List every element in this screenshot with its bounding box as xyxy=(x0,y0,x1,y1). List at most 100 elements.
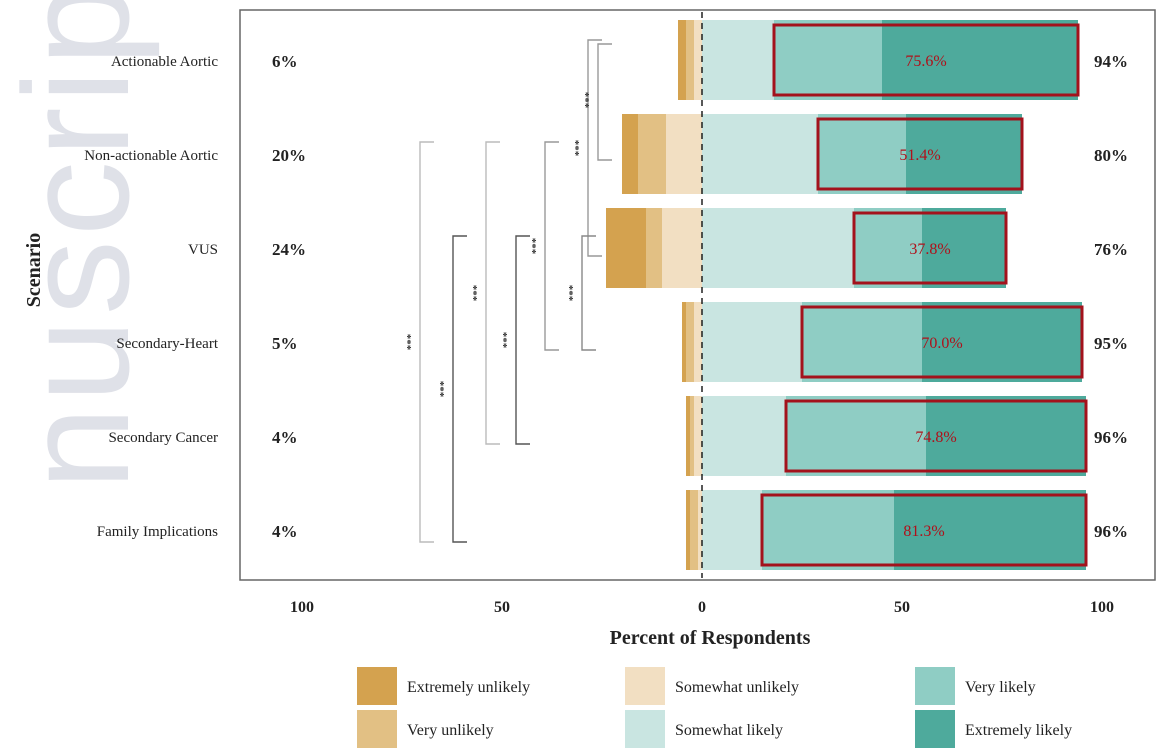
bar-extremely-unlikely-secondary-cancer xyxy=(686,396,690,476)
unlikely-total-secondary-heart: 5% xyxy=(272,334,298,353)
bar-very-likely-secondary-heart xyxy=(802,302,922,382)
bar-somewhat-likely-vus xyxy=(702,208,854,288)
bar-somewhat-likely-secondary-cancer xyxy=(702,396,786,476)
significance-bracket xyxy=(597,43,612,161)
likely-total-vus: 76% xyxy=(1094,240,1128,259)
highlight-box-secondary-heart xyxy=(800,305,1084,379)
x-tick-label: 100 xyxy=(1090,599,1114,616)
bar-very-unlikely-actionable-aortic xyxy=(686,20,694,100)
bar-extremely-unlikely-actionable-aortic xyxy=(678,20,686,100)
bar-somewhat-unlikely-non-actionable-aortic xyxy=(666,114,702,194)
category-label-non-actionable-aortic: Non-actionable Aortic xyxy=(84,148,218,164)
bar-extremely-likely-non-actionable-aortic xyxy=(906,114,1022,194)
bar-very-likely-vus xyxy=(854,208,922,288)
bar-extremely-likely-secondary-heart xyxy=(922,302,1082,382)
bar-very-likely-secondary-cancer xyxy=(786,396,926,476)
likely-total-secondary-cancer: 96% xyxy=(1094,428,1128,447)
significance-bracket xyxy=(485,141,500,445)
y-axis-title: Scenario xyxy=(23,233,45,307)
likely-total-secondary-heart: 95% xyxy=(1094,334,1128,353)
bar-extremely-likely-family-implications xyxy=(894,490,1086,570)
legend-label-very-unlikely: Very unlikely xyxy=(407,722,494,739)
bar-somewhat-likely-family-implications xyxy=(702,490,762,570)
bar-somewhat-unlikely-vus xyxy=(662,208,702,288)
x-axis-title: Percent of Respondents xyxy=(610,627,811,649)
bar-extremely-unlikely-secondary-heart xyxy=(682,302,686,382)
highlight-label-actionable-aortic: 75.6% xyxy=(905,53,946,70)
significance-label: *** xyxy=(567,284,579,301)
bar-extremely-likely-vus xyxy=(922,208,1006,288)
category-label-vus: VUS xyxy=(188,242,218,258)
x-tick-label: 100 xyxy=(290,599,314,616)
bar-very-likely-family-implications xyxy=(762,490,894,570)
bar-somewhat-likely-secondary-heart xyxy=(702,302,802,382)
unlikely-total-vus: 24% xyxy=(272,240,306,259)
highlight-box-actionable-aortic xyxy=(772,23,1080,97)
bar-somewhat-likely-actionable-aortic xyxy=(702,20,774,100)
significance-bracket xyxy=(587,39,602,257)
legend-swatch-very-likely xyxy=(915,667,955,705)
bar-somewhat-unlikely-actionable-aortic xyxy=(694,20,702,100)
significance-bracket xyxy=(452,235,467,543)
bar-extremely-likely-actionable-aortic xyxy=(882,20,1078,100)
highlight-box-secondary-cancer xyxy=(784,399,1088,473)
legend: Extremely unlikely Very unlikely Somewhat … xyxy=(357,667,1072,748)
category-label-secondary-heart: Secondary-Heart xyxy=(116,336,218,352)
bar-very-likely-actionable-aortic xyxy=(774,20,882,100)
highlight-label-non-actionable-aortic: 51.4% xyxy=(899,147,940,164)
significance-bracket xyxy=(544,141,559,351)
bar-very-unlikely-non-actionable-aortic xyxy=(638,114,666,194)
legend-swatch-extremely-unlikely xyxy=(357,667,397,705)
significance-label: *** xyxy=(471,284,483,301)
legend-label-extremely-likely: Extremely likely xyxy=(965,722,1072,739)
significance-bracket xyxy=(419,141,434,543)
highlight-box-family-implications xyxy=(760,493,1088,567)
unlikely-total-non-actionable-aortic: 20% xyxy=(272,146,306,165)
plot-frame xyxy=(239,9,1156,581)
bar-very-unlikely-family-implications xyxy=(690,490,698,570)
category-label-family-implications: Family Implications xyxy=(97,524,218,540)
significance-label: *** xyxy=(573,139,585,156)
legend-swatch-extremely-likely xyxy=(915,710,955,748)
significance-label: *** xyxy=(501,331,513,348)
significance-layer: *** *** *** *** *** *** *** *** xyxy=(405,39,612,543)
category-label-actionable-aortic: Actionable Aortic xyxy=(111,54,218,70)
bar-somewhat-unlikely-family-implications xyxy=(698,490,702,570)
bar-very-unlikely-secondary-cancer xyxy=(690,396,694,476)
highlight-label-vus: 37.8% xyxy=(909,241,950,258)
legend-label-somewhat-unlikely: Somewhat unlikely xyxy=(675,679,799,696)
likely-totals: 94% 80% 76% 95% 96% 96% xyxy=(1094,52,1128,541)
highlight-box-vus xyxy=(852,211,1008,285)
x-tick-label: 50 xyxy=(894,599,910,616)
legend-label-very-likely: Very likely xyxy=(965,679,1036,696)
highlight-label-secondary-cancer: 74.8% xyxy=(915,429,956,446)
legend-label-extremely-unlikely: Extremely unlikely xyxy=(407,679,530,696)
highlight-box-non-actionable-aortic xyxy=(816,117,1024,191)
bar-very-likely-non-actionable-aortic xyxy=(818,114,906,194)
significance-label: *** xyxy=(583,91,595,108)
significance-label: *** xyxy=(405,333,417,350)
unlikely-total-actionable-aortic: 6% xyxy=(272,52,298,71)
significance-label: *** xyxy=(530,237,542,254)
x-tick-label: 0 xyxy=(698,599,706,616)
x-tick-label: 50 xyxy=(494,599,510,616)
legend-label-somewhat-likely: Somewhat likely xyxy=(675,722,783,739)
highlight-label-family-implications: 81.3% xyxy=(903,523,944,540)
category-labels: Actionable Aortic Non-actionable Aortic VU… xyxy=(84,54,219,540)
x-tick-labels: 100 50 0 50 100 xyxy=(290,599,1114,616)
unlikely-total-family-implications: 4% xyxy=(272,522,298,541)
legend-swatch-somewhat-unlikely xyxy=(625,667,665,705)
bar-extremely-likely-secondary-cancer xyxy=(926,396,1086,476)
bar-somewhat-unlikely-secondary-cancer xyxy=(694,396,702,476)
likely-total-family-implications: 96% xyxy=(1094,522,1128,541)
significance-bracket xyxy=(581,235,596,351)
highlight-label-secondary-heart: 70.0% xyxy=(921,335,962,352)
bar-extremely-unlikely-family-implications xyxy=(686,490,690,570)
unlikely-total-secondary-cancer: 4% xyxy=(272,428,298,447)
likely-total-actionable-aortic: 94% xyxy=(1094,52,1128,71)
bar-somewhat-likely-non-actionable-aortic xyxy=(702,114,818,194)
bar-very-unlikely-secondary-heart xyxy=(686,302,694,382)
category-label-secondary-cancer: Secondary Cancer xyxy=(108,430,218,446)
bar-very-unlikely-vus xyxy=(646,208,662,288)
